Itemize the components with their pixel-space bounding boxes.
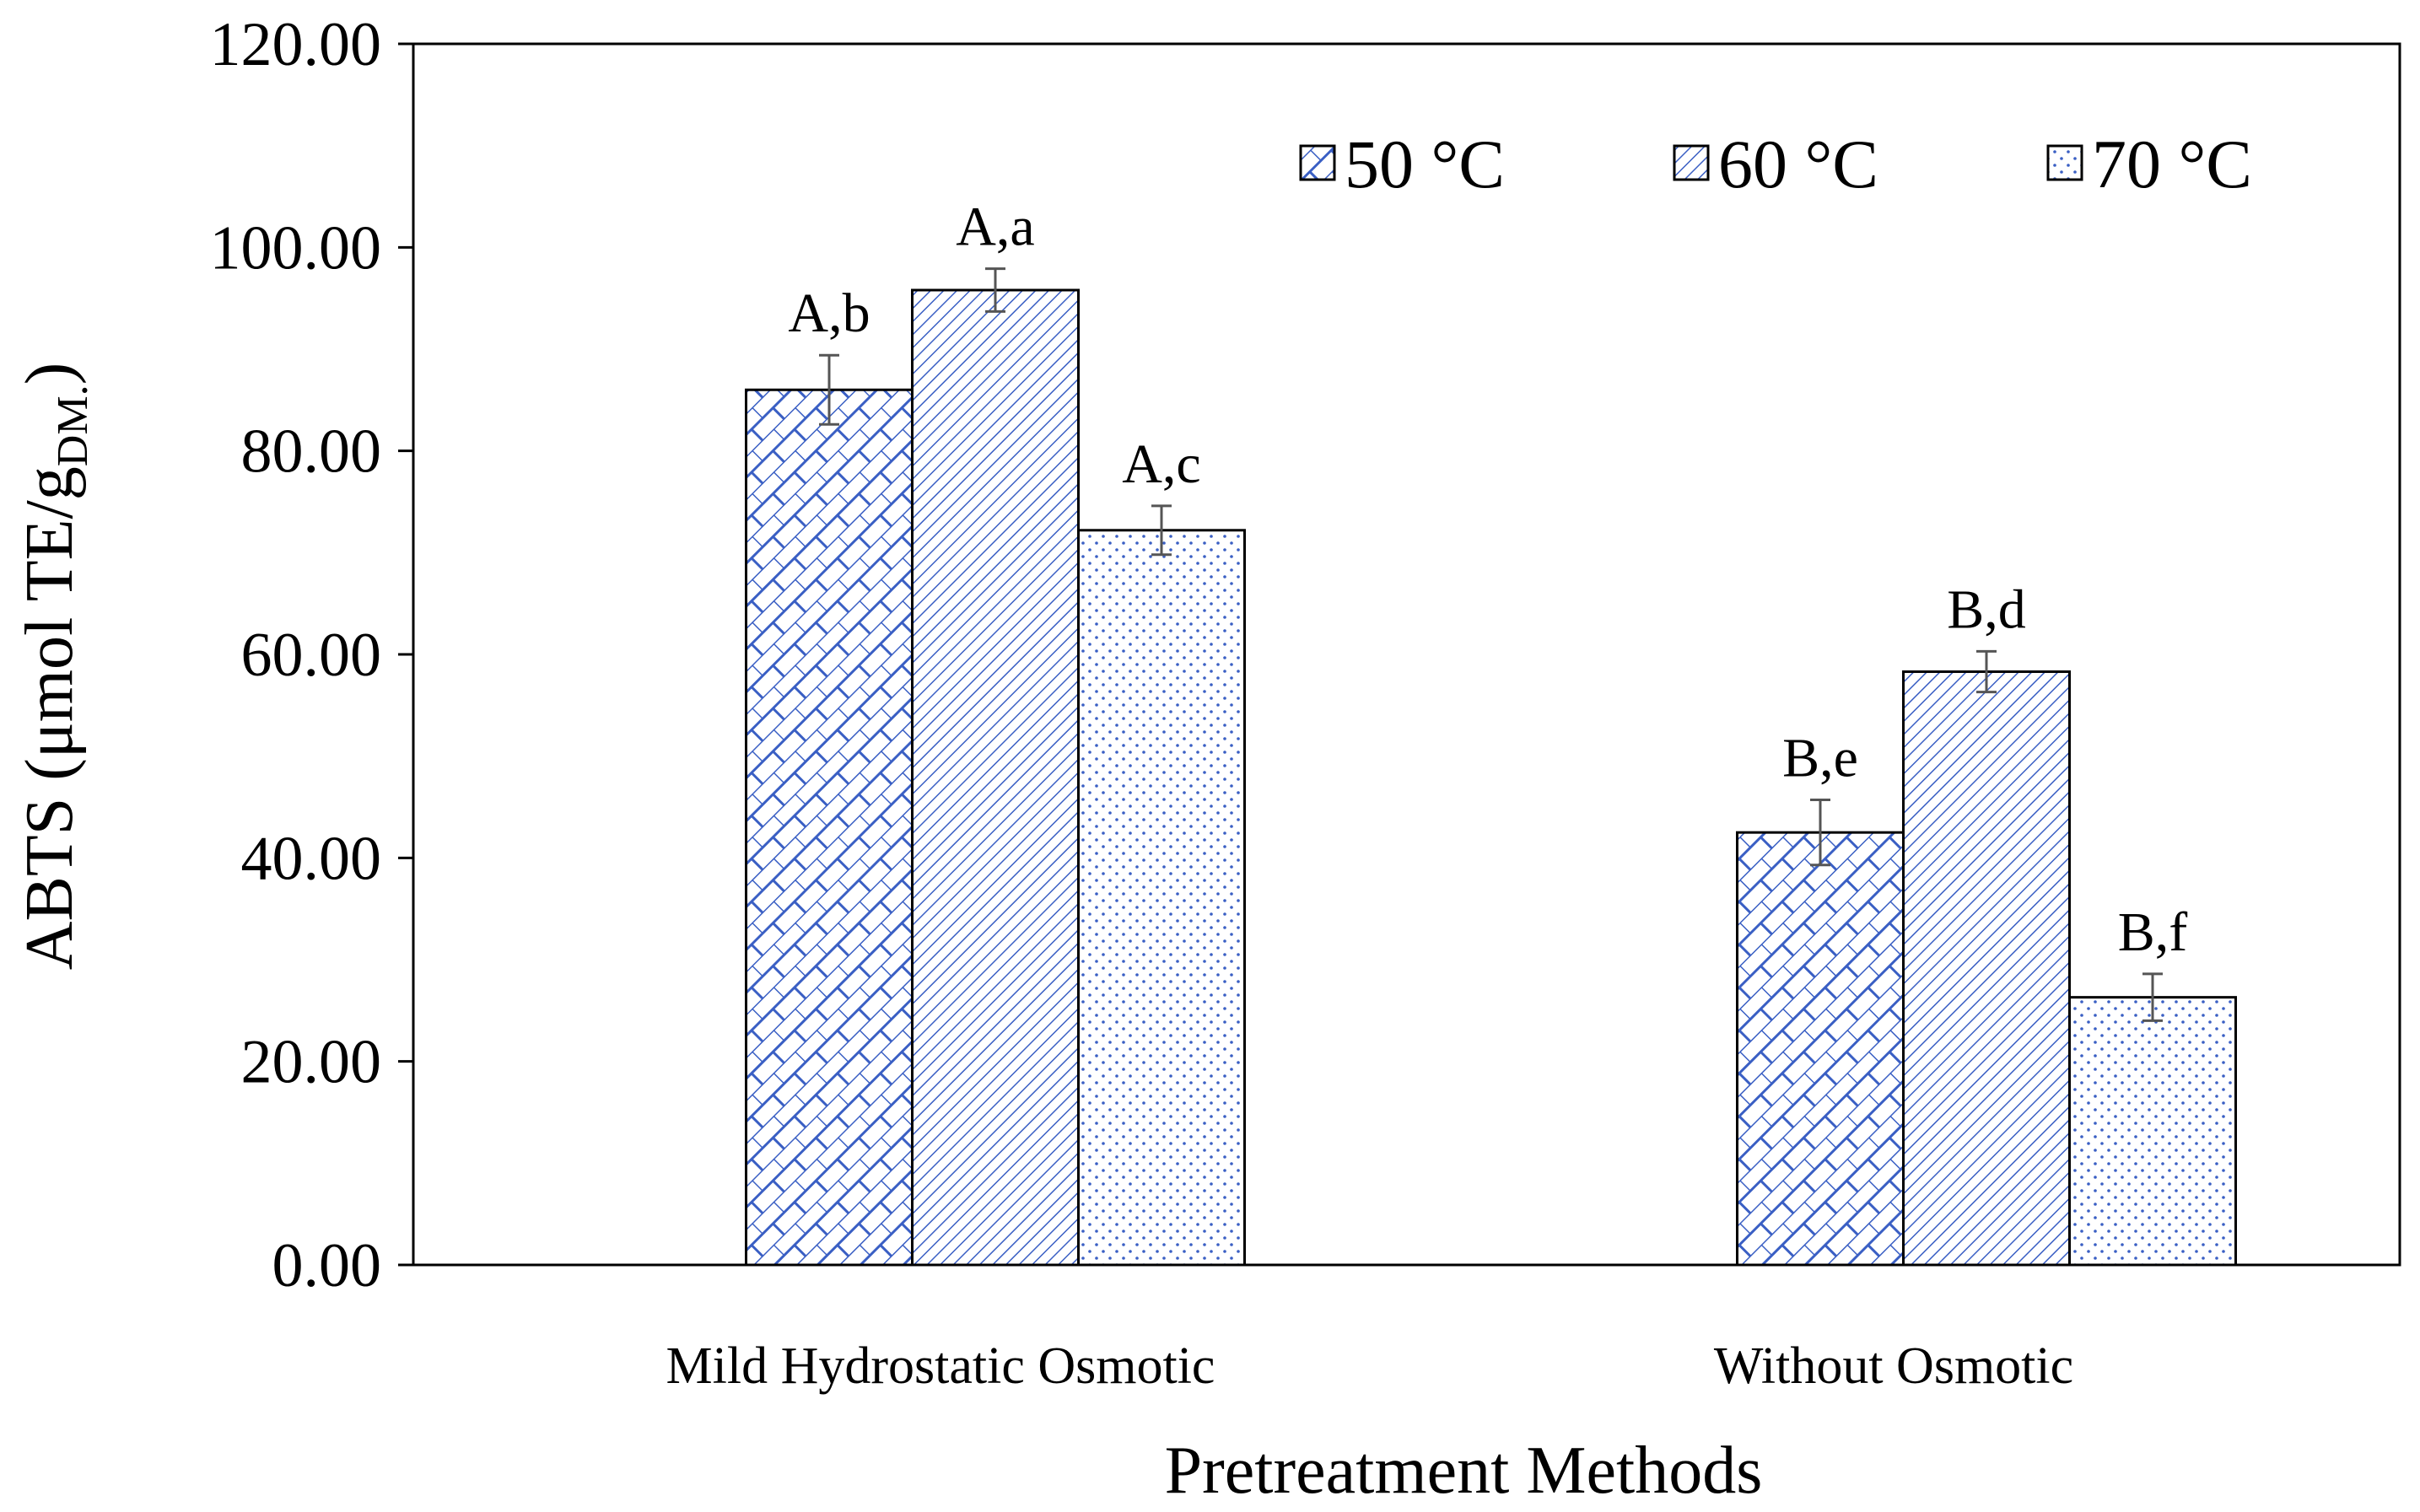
legend-swatch: [1673, 144, 1710, 181]
data-label: B,f: [2118, 901, 2188, 963]
bar-mild-hydrostatic-50c: [745, 388, 914, 1267]
data-label: B,d: [1947, 578, 2026, 640]
y-tick-label: 80.00: [241, 417, 382, 487]
y-tick-label: 0.00: [272, 1231, 382, 1300]
bar-mild-hydrostatic-70c: [1077, 529, 1246, 1267]
x-axis-title: Pretreatment Methods: [1165, 1434, 1763, 1508]
y-axis-title-subscript: DM.: [49, 385, 97, 466]
x-axis: Mild Hydrostatic Osmotic Without Osmotic: [666, 1337, 2074, 1395]
data-label: B,e: [1782, 728, 1858, 789]
y-tick-label: 40.00: [241, 824, 382, 893]
data-label: A,c: [1122, 433, 1200, 495]
bar-without-osmotic-60c: [1902, 670, 2071, 1267]
legend: 50 °C 60 °C 70 °C: [1299, 126, 2252, 202]
legend-swatch: [1299, 144, 1336, 181]
legend-swatch: [2046, 144, 2083, 181]
y-tick-label: 20.00: [241, 1028, 382, 1097]
y-axis-title-main: ABTS (μmol TE/g: [13, 466, 87, 970]
bars-group: A,b A,a A,c B,e B,d B,f: [745, 196, 2237, 1267]
y-tick-label: 120.00: [210, 10, 382, 79]
x-category-label: Without Osmotic: [1714, 1337, 2073, 1395]
y-tick-label: 60.00: [241, 621, 382, 690]
y-axis-title-close: ): [13, 363, 87, 385]
data-label: A,a: [956, 196, 1034, 258]
legend-label: 50 °C: [1345, 126, 1505, 202]
data-label: A,b: [788, 282, 870, 344]
bar-without-osmotic-70c: [2068, 996, 2237, 1267]
y-axis: 0.00 20.00 40.00 60.00 80.00 100.00 120.00: [210, 10, 413, 1300]
legend-label: 60 °C: [1718, 126, 1878, 202]
y-tick-label: 100.00: [210, 213, 382, 282]
bar-without-osmotic-50c: [1736, 831, 1905, 1267]
legend-label: 70 °C: [2092, 126, 2252, 202]
x-category-label: Mild Hydrostatic Osmotic: [666, 1337, 1215, 1395]
bar-mild-hydrostatic-60c: [911, 288, 1080, 1267]
y-axis-title: ABTS (μmol TE/gDM.): [13, 363, 97, 970]
